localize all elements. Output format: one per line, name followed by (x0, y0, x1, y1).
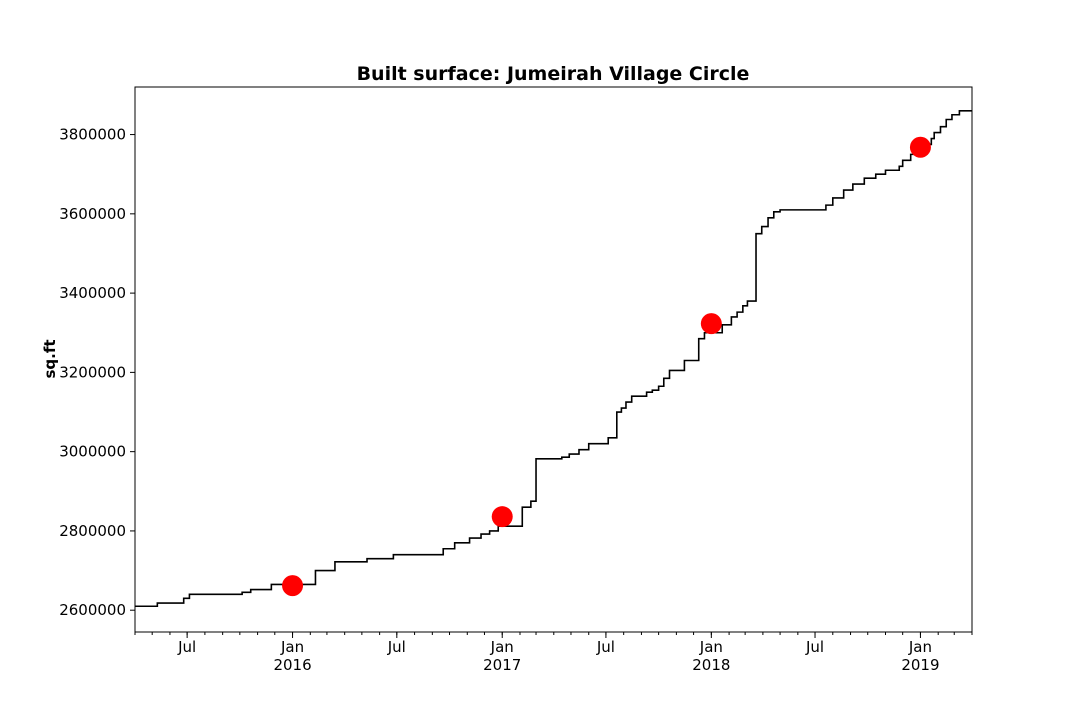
plot-area (134, 86, 973, 633)
x-tick-label: Jan (490, 638, 514, 656)
y-axis: 2600000 2800000 3000000 3200000 3400000 36000… (59, 126, 135, 619)
x-tick-year: 2017 (483, 656, 521, 674)
series-line (135, 109, 972, 608)
x-tick-year: 2016 (273, 656, 311, 674)
chart-title: Built surface: Jumeirah Village Circle (357, 63, 750, 85)
markers (282, 136, 931, 597)
x-tick-year: 2018 (692, 656, 730, 674)
x-tick-label: Jul (805, 638, 824, 656)
x-tick-label: Jan (699, 638, 723, 656)
x-tick-label: Jul (177, 638, 196, 656)
y-tick-label: 3200000 (59, 363, 126, 381)
x-tick-label: Jul (387, 638, 406, 656)
highlight-marker (700, 313, 722, 335)
x-tick-label: Jul (596, 638, 615, 656)
y-tick-label: 3400000 (59, 284, 126, 302)
x-tick-label: Jan (280, 638, 304, 656)
x-tick-year: 2019 (901, 656, 939, 674)
highlight-marker (909, 136, 931, 158)
y-axis-label: sq.ft (41, 339, 59, 378)
x-tick-label: Jan (908, 638, 932, 656)
highlight-marker (282, 575, 304, 597)
y-tick-label: 2800000 (59, 522, 126, 540)
y-tick-label: 2600000 (59, 601, 126, 619)
y-tick-label: 3000000 (59, 443, 126, 461)
highlight-marker (491, 506, 513, 528)
y-tick-label: 3600000 (59, 205, 126, 223)
y-tick-label: 3800000 (59, 126, 126, 144)
